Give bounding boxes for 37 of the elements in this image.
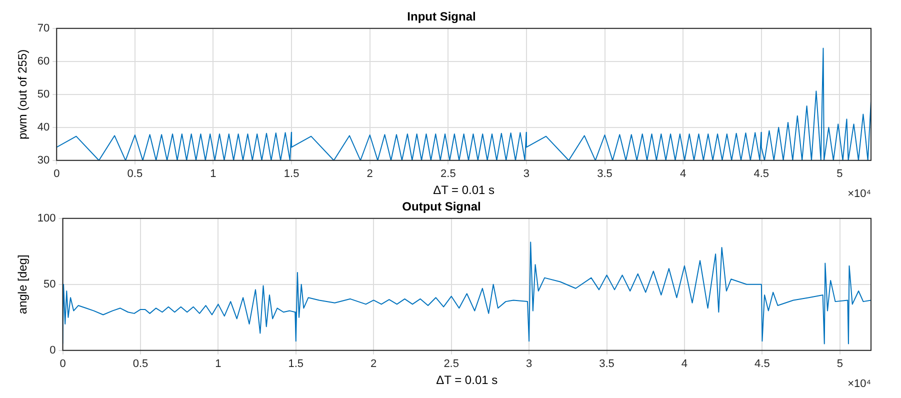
- y-axis-title: pwm (out of 255): [16, 49, 30, 140]
- x-tick-label: 1: [210, 168, 216, 180]
- x-tick-label: 0.5: [127, 168, 143, 180]
- x-tick-label: 3: [526, 358, 532, 370]
- y-tick-label: 100: [37, 212, 56, 224]
- x-tick-label: 3: [523, 168, 530, 180]
- x-tick-label: 0: [60, 358, 66, 370]
- x-tick-label: 5: [836, 358, 843, 370]
- x-tick-label: 1.5: [284, 168, 300, 180]
- x-tick-label: 4: [680, 168, 686, 180]
- x-tick-label: 3.5: [597, 168, 612, 180]
- x-tick-label: 4.5: [754, 358, 770, 370]
- x-tick-label: 1.5: [288, 358, 304, 370]
- x-tick-label: 3.5: [599, 358, 614, 370]
- chart-title: Input Signal: [407, 10, 476, 24]
- y-tick-label: 0: [50, 344, 56, 356]
- x-tick-label: 2: [370, 358, 377, 370]
- x-tick-label: 2: [366, 168, 373, 180]
- x-axis-title: ΔT = 0.01 s: [436, 373, 498, 388]
- text: ×10⁴: [848, 188, 872, 200]
- y-tick-label: 60: [37, 55, 50, 68]
- x-tick-label: 2.5: [440, 168, 456, 180]
- x-tick-label: 0.5: [132, 358, 148, 370]
- x-tick-label: 4: [681, 358, 688, 370]
- x-tick-label: 5: [836, 168, 843, 180]
- y-axis-title: angle [deg]: [16, 254, 30, 314]
- chart-title: Output Signal: [402, 200, 481, 214]
- x-tick-label: 2.5: [444, 358, 459, 370]
- text: ×10⁴: [848, 378, 872, 390]
- x-tick-label: 1: [215, 358, 222, 370]
- x-tick-label: 4.5: [754, 168, 770, 180]
- y-tick-label: 70: [37, 22, 50, 34]
- y-tick-label: 30: [37, 154, 50, 166]
- x-axis-title: ΔT = 0.01 s: [433, 183, 495, 198]
- y-tick-label: 50: [37, 88, 50, 100]
- y-tick-label: 40: [37, 121, 50, 134]
- y-tick-label: 50: [44, 278, 56, 290]
